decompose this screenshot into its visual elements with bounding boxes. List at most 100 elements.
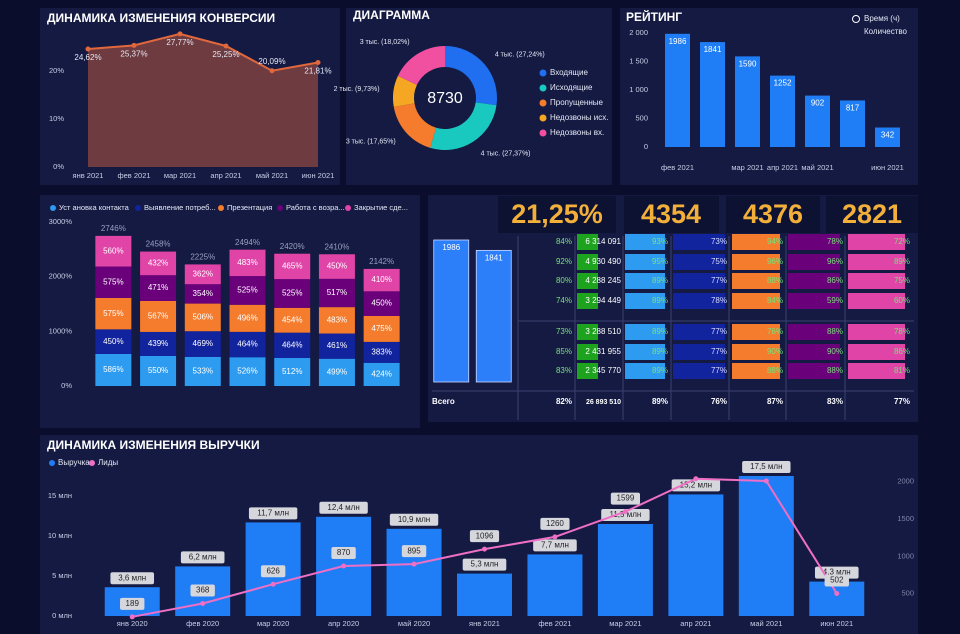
marker bbox=[315, 59, 321, 65]
table-total: 89% bbox=[652, 397, 668, 406]
data-label: 1986 bbox=[669, 37, 687, 46]
table-cell: 73% bbox=[556, 327, 572, 336]
cell-bar bbox=[848, 273, 905, 289]
data-label: 560% bbox=[103, 246, 123, 255]
data-label: 469% bbox=[193, 339, 213, 348]
bar bbox=[738, 476, 794, 616]
bar-segment bbox=[95, 266, 132, 298]
data-label: 475% bbox=[371, 324, 391, 333]
bar-segment bbox=[95, 297, 132, 330]
table-cell: 89% bbox=[652, 276, 668, 285]
data-label: 2 тыс. (9,73%) bbox=[334, 86, 380, 93]
marker bbox=[341, 563, 347, 569]
y-tick-label: 1 000 bbox=[629, 85, 648, 94]
data-label: 1986 bbox=[442, 243, 460, 252]
data-label: 1590 bbox=[739, 59, 757, 68]
cell-bar bbox=[577, 363, 598, 379]
label-box bbox=[110, 572, 155, 585]
data-label: 25,37% bbox=[120, 50, 147, 59]
table-cell: 2 431 955 bbox=[585, 347, 621, 356]
bar-segment bbox=[274, 358, 311, 386]
legend-label: Уст ановка контакта bbox=[59, 203, 130, 212]
legend-label: Работа с возра... bbox=[286, 203, 345, 212]
cell-bar bbox=[848, 293, 905, 309]
table-cell: 77% bbox=[711, 366, 727, 375]
legend-swatch bbox=[135, 205, 141, 211]
data-label: 496% bbox=[237, 313, 257, 322]
table-cell: 95% bbox=[652, 257, 668, 266]
table-cell: 86% bbox=[827, 276, 843, 285]
cell-bar bbox=[625, 293, 665, 309]
data-label: 586% bbox=[103, 365, 123, 374]
x-tick-label: апр 2020 bbox=[328, 619, 359, 628]
bar-segment bbox=[274, 253, 311, 280]
label-box bbox=[462, 558, 507, 571]
data-label: 464% bbox=[237, 340, 257, 349]
data-label: 1841 bbox=[485, 253, 503, 262]
data-label: 1599 bbox=[617, 494, 635, 503]
data-label: 439% bbox=[148, 339, 168, 348]
table-cell: 59% bbox=[827, 296, 843, 305]
x-tick-label: апр 2021 bbox=[767, 163, 798, 172]
bar bbox=[700, 42, 725, 147]
data-label: 1841 bbox=[704, 45, 722, 54]
marker bbox=[622, 509, 628, 515]
data-label: 525% bbox=[237, 286, 257, 295]
label-box bbox=[331, 547, 356, 560]
cell-bar bbox=[788, 363, 840, 379]
y-tick-label: 0 млн bbox=[52, 611, 72, 620]
x-tick-label: май 2021 bbox=[750, 619, 782, 628]
y-tick-label: 15 млн bbox=[48, 491, 72, 500]
y-tick-label: 1000% bbox=[49, 326, 73, 335]
data-label: 895 bbox=[407, 546, 421, 555]
table-cell: 78% bbox=[827, 237, 843, 246]
chart-title: РЕЙТИНГ bbox=[626, 9, 682, 24]
label-box bbox=[671, 479, 721, 492]
label-box bbox=[248, 507, 298, 520]
data-label: 450% bbox=[371, 299, 391, 308]
cell-bar bbox=[673, 344, 725, 360]
x-tick-label: янв 2020 bbox=[117, 619, 148, 628]
cell-bar bbox=[848, 344, 905, 360]
bar-segment bbox=[229, 249, 266, 277]
data-label: 20,09% bbox=[258, 57, 285, 66]
table-cell: 75% bbox=[894, 276, 910, 285]
table-cell: 77% bbox=[711, 327, 727, 336]
bar-segment bbox=[229, 276, 266, 305]
data-label: 450% bbox=[103, 337, 123, 346]
legend-swatch bbox=[345, 205, 351, 211]
marker bbox=[269, 68, 275, 74]
label-box bbox=[824, 574, 849, 587]
data-label: 483% bbox=[327, 315, 347, 324]
cell-bar bbox=[848, 363, 905, 379]
label-box bbox=[469, 530, 500, 543]
data-label: 15,2 млн bbox=[680, 481, 712, 490]
marker bbox=[482, 546, 487, 552]
marker bbox=[552, 534, 558, 540]
bar-segment bbox=[229, 357, 266, 386]
cell-bar bbox=[625, 324, 665, 340]
data-label: 502 bbox=[830, 576, 844, 585]
bar bbox=[809, 581, 865, 616]
chart-title: ДИАГРАММА bbox=[353, 8, 430, 22]
x-tick-label: май 2021 bbox=[801, 163, 833, 172]
data-label: 550% bbox=[148, 366, 168, 375]
data-label: 354% bbox=[193, 289, 213, 298]
bar-segment bbox=[318, 333, 355, 359]
table-cell: 84% bbox=[767, 296, 783, 305]
cell-bar bbox=[788, 344, 840, 360]
cell-bar bbox=[732, 254, 780, 270]
donut-slice bbox=[430, 102, 497, 150]
bar bbox=[433, 239, 470, 383]
table-total: 76% bbox=[711, 397, 727, 406]
cell-bar bbox=[788, 324, 840, 340]
table-cell: 74% bbox=[556, 296, 572, 305]
cell-bar bbox=[577, 234, 598, 250]
bar-segment bbox=[318, 278, 355, 308]
legend-label: Недозвоны исх. bbox=[550, 113, 608, 122]
cell-bar bbox=[625, 273, 665, 289]
y-tick-label: 0% bbox=[53, 162, 64, 171]
data-label: 512% bbox=[282, 367, 302, 376]
kpi-box bbox=[624, 196, 719, 233]
bar-segment bbox=[140, 251, 177, 276]
